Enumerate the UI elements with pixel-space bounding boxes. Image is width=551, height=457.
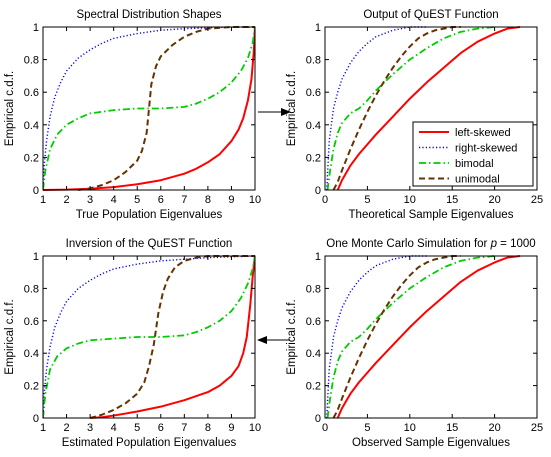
y-tick-label: 0 xyxy=(315,413,321,425)
series-line-left-skewed xyxy=(336,255,521,419)
series-line-right-skewed xyxy=(43,26,255,191)
y-tick-label: 0 xyxy=(33,413,39,425)
x-tick-label: 7 xyxy=(181,194,187,206)
series-line-right-skewed xyxy=(326,255,427,419)
series-line-unimodal xyxy=(332,255,461,419)
x-tick-label: 9 xyxy=(228,422,234,434)
x-tick-label: 8 xyxy=(205,422,211,434)
x-axis-label: Theoretical Sample Eigenvalues xyxy=(349,209,514,221)
y-axis-label: Empirical c.d.f. xyxy=(286,71,298,146)
y-tick-label: 1 xyxy=(315,251,321,263)
y-tick-label: 0 xyxy=(315,185,321,197)
x-tick-label: 5 xyxy=(364,194,370,206)
x-tick-label: 10 xyxy=(249,194,261,206)
series-line-unimodal xyxy=(89,255,255,419)
series-line-bimodal xyxy=(326,255,495,419)
y-tick-label: 0.8 xyxy=(24,283,39,295)
y-tick-label: 0.2 xyxy=(24,152,39,164)
x-tick-label: 25 xyxy=(531,422,543,434)
x-tick-label: 2 xyxy=(63,194,69,206)
plot-area xyxy=(325,256,537,418)
x-tick-label: 1 xyxy=(40,194,46,206)
series-line-unimodal xyxy=(78,26,255,191)
y-axis-label: Empirical c.d.f. xyxy=(4,71,16,146)
chart-title: Output of QuEST Function xyxy=(363,9,498,21)
x-tick-label: 25 xyxy=(531,194,543,206)
series-line-unimodal xyxy=(332,26,461,191)
x-tick-label: 4 xyxy=(111,422,117,434)
axes-box xyxy=(42,26,256,191)
x-tick-label: 4 xyxy=(111,194,117,206)
y-tick-label: 0.6 xyxy=(306,316,321,328)
x-tick-label: 10 xyxy=(249,422,261,434)
legend-label-unimodal: unimodal xyxy=(455,174,500,186)
y-tick-label: 0.6 xyxy=(306,87,321,99)
x-tick-label: 5 xyxy=(134,194,140,206)
y-tick-label: 0.4 xyxy=(306,348,321,360)
series-line-bimodal xyxy=(326,26,495,191)
y-axis-label: Empirical c.d.f. xyxy=(4,299,16,374)
x-tick-label: 2 xyxy=(63,422,69,434)
x-tick-label: 9 xyxy=(228,194,234,206)
x-axis-label: Estimated Population Eigenvalues xyxy=(62,437,237,449)
x-tick-label: 6 xyxy=(158,422,164,434)
y-tick-label: 0.2 xyxy=(24,381,39,393)
y-tick-label: 0.8 xyxy=(24,55,39,67)
x-tick-label: 3 xyxy=(87,194,93,206)
chart-panel-2: Output of QuEST Function 0 5 10 15 20 25 0 0.2 0.… xyxy=(286,9,543,221)
x-tick-label: 8 xyxy=(205,194,211,206)
series-line-left-skewed xyxy=(90,255,255,419)
legend-label-right-skewed: right-skewed xyxy=(455,143,517,155)
series-line-bimodal xyxy=(43,255,255,419)
x-axis-label: Observed Sample Eigenvalues xyxy=(352,437,510,449)
y-tick-label: 0.8 xyxy=(306,55,321,67)
plot-area xyxy=(43,27,255,190)
legend-label-bimodal: bimodal xyxy=(455,158,494,170)
x-axis-label: True Population Eigenvalues xyxy=(76,209,223,221)
x-tick-label: 10 xyxy=(404,422,416,434)
axes-box xyxy=(42,255,256,419)
x-tick-label: 10 xyxy=(404,194,416,206)
chart-title: Inversion of the QuEST Function xyxy=(66,238,233,250)
axes-box xyxy=(324,26,538,191)
x-tick-label: 15 xyxy=(446,422,458,434)
x-tick-label: 5 xyxy=(364,422,370,434)
x-tick-label: 20 xyxy=(488,422,500,434)
x-tick-label: 7 xyxy=(181,422,187,434)
y-tick-label: 1 xyxy=(315,22,321,34)
y-tick-label: 0.8 xyxy=(306,283,321,295)
y-tick-label: 1 xyxy=(33,251,39,263)
x-tick-label: 15 xyxy=(446,194,458,206)
y-axis-label: Empirical c.d.f. xyxy=(286,299,298,374)
chart-title: One Monte Carlo Simulation for p = 1000 xyxy=(326,238,535,250)
y-tick-label: 0.6 xyxy=(24,316,39,328)
y-tick-label: 0.2 xyxy=(306,381,321,393)
chart-panel-3: Inversion of the QuEST Function 1 2 3 4 5 6 7 8 9… xyxy=(4,238,261,449)
x-tick-label: 0 xyxy=(322,422,328,434)
legend: left-skewed right-skewed bimodal unimodal xyxy=(412,121,534,187)
y-tick-label: 0.4 xyxy=(306,120,321,132)
y-tick-label: 0.4 xyxy=(24,348,39,360)
series-line-left-skewed xyxy=(336,26,521,191)
legend-label-left-skewed: left-skewed xyxy=(455,127,511,139)
y-tick-label: 0.2 xyxy=(306,152,321,164)
x-tick-label: 3 xyxy=(87,422,93,434)
series-line-left-skewed xyxy=(43,26,255,191)
y-tick-label: 1 xyxy=(33,22,39,34)
x-tick-label: 20 xyxy=(488,194,500,206)
y-tick-label: 0.4 xyxy=(24,120,39,132)
x-tick-label: 1 xyxy=(40,422,46,434)
y-tick-label: 0.6 xyxy=(24,87,39,99)
x-tick-label: 6 xyxy=(158,194,164,206)
x-tick-label: 5 xyxy=(134,422,140,434)
x-tick-label: 0 xyxy=(322,194,328,206)
y-tick-label: 0 xyxy=(33,185,39,197)
axes-box xyxy=(324,255,538,419)
chart-panel-4: One Monte Carlo Simulation for p = 1000 0… xyxy=(286,238,543,449)
chart-title: Spectral Distribution Shapes xyxy=(76,9,221,21)
